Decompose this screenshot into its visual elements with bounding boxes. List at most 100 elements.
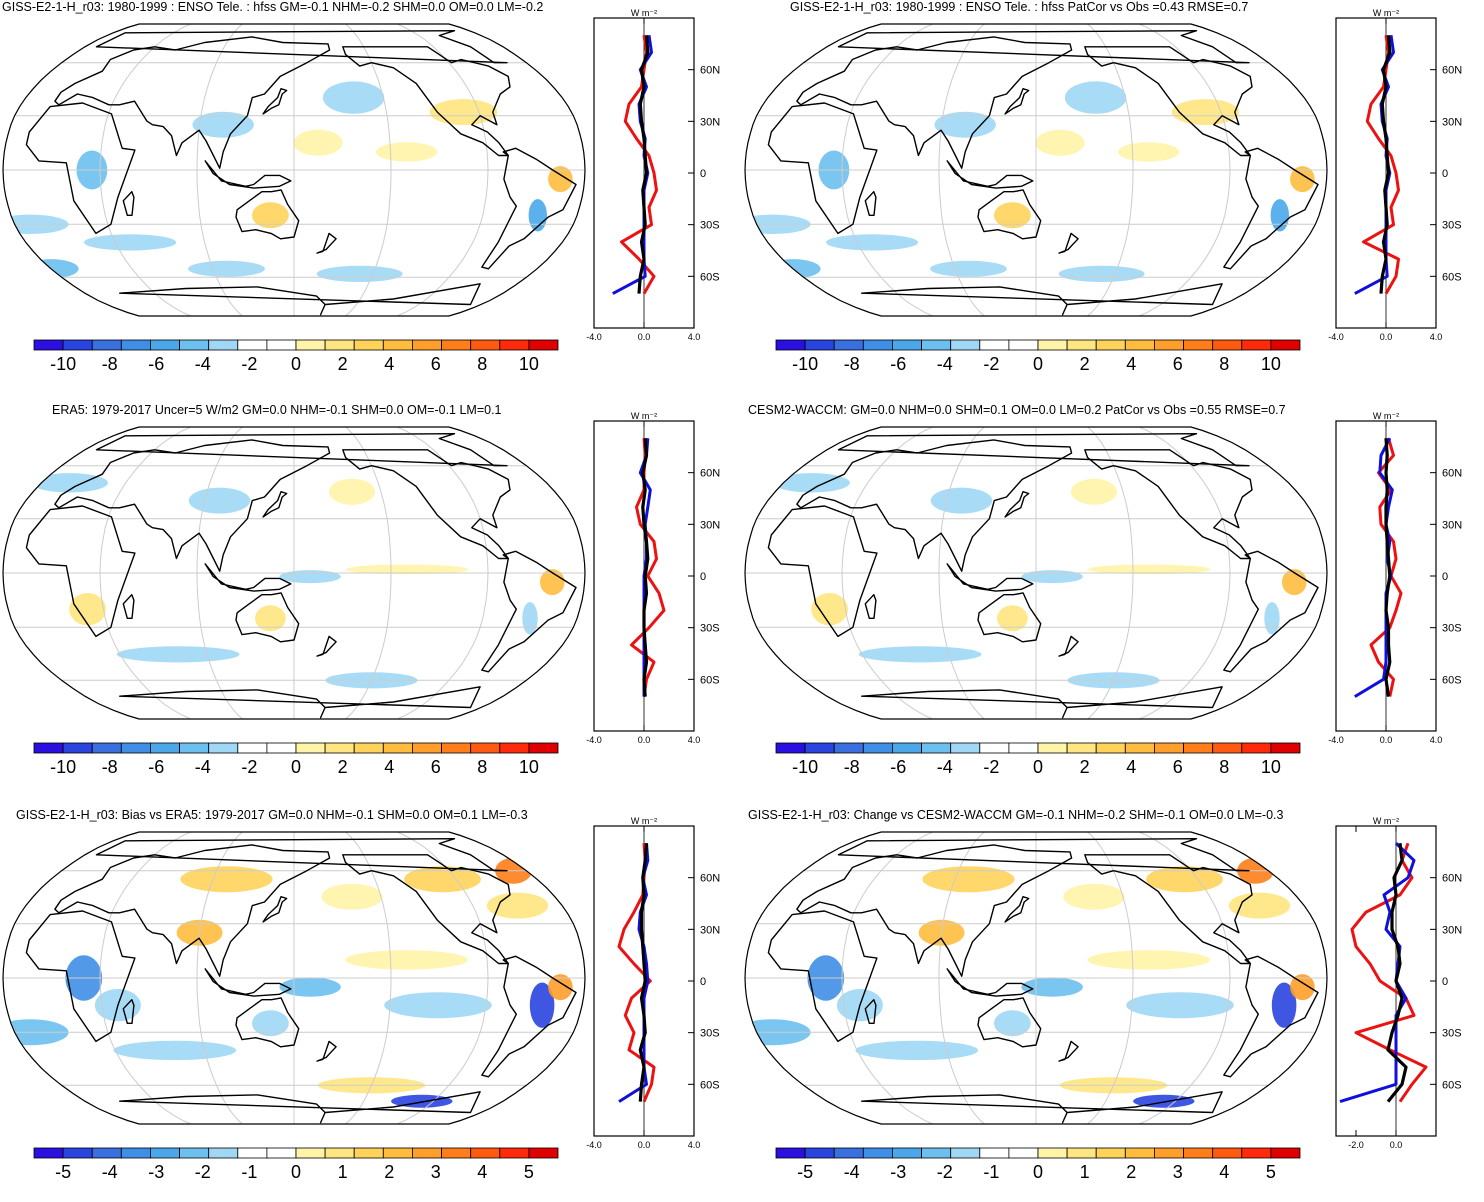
coastline-australia [235, 592, 300, 643]
coastline-antarctica [119, 283, 481, 316]
profile-units: W m⁻² [631, 816, 657, 826]
anomaly-patch [997, 605, 1028, 632]
colorbar-swatch [528, 1147, 559, 1159]
map-field [3, 427, 585, 719]
world-map [2, 23, 586, 317]
anomaly-patch [1021, 977, 1083, 997]
colorbar-label: -10 [50, 757, 76, 777]
coastline-greenland [837, 433, 1250, 467]
map-border [744, 831, 1328, 1125]
colorbar-swatch [411, 742, 442, 754]
lat-tick-label: 30S [700, 220, 720, 232]
colorbar-label: 0 [1033, 354, 1043, 374]
profile-frame [1335, 825, 1437, 1137]
coastline-north-america [1084, 449, 1253, 560]
map-border [2, 426, 586, 720]
coastline-antarctica [861, 1091, 1223, 1124]
panel-2: GISS-E2-1-H_r03: 1980-1999 : ENSO Tele. … [742, 0, 1484, 394]
colorbar-label: 10 [1261, 354, 1281, 374]
colorbar-label: 0 [291, 1162, 301, 1182]
colorbar-swatch [470, 742, 501, 754]
colorbar-swatch [295, 742, 326, 754]
anomaly-patch [811, 593, 848, 626]
coastline-madagascar [122, 594, 135, 619]
lat-tick-label: 60S [1442, 1079, 1462, 1091]
anomaly-patch [279, 977, 341, 997]
anomaly-patch [486, 892, 549, 919]
colorbar-swatch [382, 339, 413, 351]
colorbar-swatch [1270, 1147, 1301, 1159]
lat-tick-label: 30N [1442, 924, 1462, 936]
graticule-meridian [396, 832, 489, 1124]
lat-tick-label: 0 [700, 168, 706, 180]
map-field [3, 832, 585, 1124]
lat-tick-label: 60N [1442, 65, 1462, 77]
colorbar-swatch [1153, 742, 1184, 754]
x-tick-label: 0.0 [638, 1140, 651, 1150]
colorbar-swatch [62, 339, 93, 351]
profile-line-ocean [617, 843, 656, 1103]
lat-tick-label: 0 [1442, 168, 1448, 180]
colorbar-label: -10 [792, 757, 818, 777]
colorbar-label: 4 [384, 757, 394, 777]
anomaly-patch [69, 593, 106, 626]
lat-tick-label: 60S [1442, 271, 1462, 283]
colorbar-swatch [237, 742, 268, 754]
lat-tick-label: 60S [700, 1079, 720, 1091]
coastline-madagascar [122, 999, 135, 1024]
colorbar-swatch [179, 1147, 210, 1159]
colorbar-label: -6 [890, 354, 906, 374]
colorbar-swatch [1095, 1147, 1126, 1159]
colorbar: -10 -8 -6 -4 -2 0 2 4 6 8 10 [775, 339, 1301, 374]
colorbar-swatch [324, 1147, 355, 1159]
anomaly-patch [855, 1040, 979, 1061]
colorbar-swatch [979, 742, 1010, 754]
profile-line-total [1384, 438, 1392, 697]
coastline-new-zealand [1058, 232, 1079, 254]
colorbar-swatch [499, 339, 530, 351]
colorbar-label: 4 [384, 354, 394, 374]
colorbar-label: -1 [983, 1162, 999, 1182]
coastline-africa [25, 505, 136, 638]
lat-tick-label: 60N [700, 65, 720, 77]
colorbar-label: -8 [102, 354, 118, 374]
colorbar-label: 0 [291, 757, 301, 777]
panel-title: ERA5: 1979-2017 Uncer=5 W/m2 GM=0.0 NHM=… [52, 403, 502, 417]
coastline-greenland [95, 30, 508, 64]
colorbar-swatch [324, 742, 355, 754]
profile-units: W m⁻² [631, 411, 657, 421]
colorbar-swatch [1241, 339, 1272, 351]
coastline-antarctica [861, 283, 1223, 316]
colorbar: -10 -8 -6 -4 -2 0 2 4 6 8 10 [775, 742, 1301, 777]
colorbar-swatch [775, 339, 806, 351]
coastline-africa [25, 910, 136, 1043]
colorbar-swatch [120, 742, 151, 754]
colorbar-label: 2 [1080, 757, 1090, 777]
graticule-meridian [99, 832, 192, 1124]
coastline-north-america [1084, 46, 1253, 157]
colorbar: -5 -4 -3 -2 -1 0 1 2 3 4 5 [33, 1147, 559, 1182]
x-tick-label: 4.0 [1430, 735, 1443, 745]
lat-tick-label: 60S [700, 674, 720, 686]
colorbar-label: -4 [937, 757, 953, 777]
colorbar-swatch [208, 1147, 239, 1159]
colorbar-swatch [441, 742, 472, 754]
graticule-meridian [841, 24, 934, 316]
colorbar-label: 2 [1080, 354, 1090, 374]
x-tick-label: -2.0 [1348, 1140, 1364, 1150]
graticule-meridian [196, 24, 243, 316]
colorbar-swatch [295, 1147, 326, 1159]
anomaly-patch [858, 646, 982, 663]
world-map [744, 23, 1328, 317]
colorbar-swatch [179, 742, 210, 754]
colorbar-label: 0 [1033, 1162, 1043, 1182]
anomaly-patch [345, 564, 469, 575]
colorbar-label: 6 [1173, 354, 1183, 374]
anomaly-patch [540, 569, 565, 596]
anomaly-patch [404, 866, 481, 893]
coastline-antarctica [119, 1091, 481, 1124]
profile-line-ocean [620, 34, 658, 295]
anomaly-patch [1171, 99, 1240, 126]
colorbar-label: 2 [384, 1162, 394, 1182]
colorbar-swatch [1066, 339, 1097, 351]
